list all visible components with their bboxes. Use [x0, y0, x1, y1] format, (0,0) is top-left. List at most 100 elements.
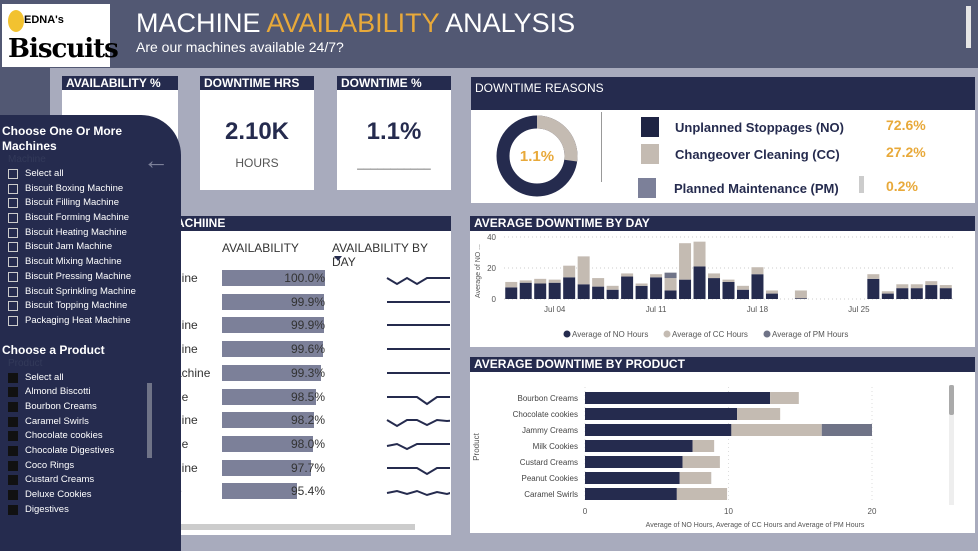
bar-segment[interactable] [770, 392, 799, 404]
machine-option[interactable]: Biscuit Heating Machine [0, 226, 181, 241]
bar-segment[interactable] [592, 278, 605, 287]
bar-segment[interactable] [794, 290, 807, 299]
bar-segment[interactable] [505, 287, 518, 299]
scrollbar-thumb[interactable] [949, 385, 954, 415]
checkbox[interactable] [8, 431, 18, 442]
checkbox[interactable] [8, 504, 18, 515]
machine-option[interactable]: Biscuit Forming Machine [0, 211, 181, 226]
bar-segment[interactable] [621, 273, 634, 277]
checkbox[interactable] [8, 257, 18, 268]
bar-segment[interactable] [585, 472, 680, 484]
bar-segment[interactable] [881, 291, 894, 294]
bar-segment[interactable] [682, 456, 720, 468]
bar-segment[interactable] [606, 289, 619, 299]
bar-segment[interactable] [867, 278, 880, 299]
bar-segment[interactable] [794, 298, 807, 299]
machine-option[interactable]: Biscuit Jam Machine [0, 240, 181, 255]
bar-segment[interactable] [896, 288, 909, 299]
bar-segment[interactable] [910, 288, 923, 299]
checkbox[interactable] [8, 416, 18, 427]
machine-option[interactable]: Biscuit Topping Machine [0, 299, 181, 314]
legend-label[interactable]: Average of NO Hours [572, 330, 648, 339]
checkbox[interactable] [8, 475, 18, 486]
checkbox[interactable] [8, 401, 18, 412]
product-option[interactable]: Deluxe Cookies [0, 488, 181, 503]
scrollbar[interactable] [966, 6, 971, 48]
bar-segment[interactable] [737, 408, 781, 420]
checkbox[interactable] [8, 446, 18, 456]
checkbox[interactable] [8, 169, 18, 179]
bar-segment[interactable] [577, 256, 590, 285]
checkbox[interactable] [8, 213, 18, 224]
bar-segment[interactable] [910, 284, 923, 289]
machine-option[interactable]: Biscuit Boxing Machine [0, 182, 181, 197]
bar-segment[interactable] [606, 285, 619, 290]
legend-label[interactable]: Average of PM Hours [772, 330, 848, 339]
product-option[interactable]: Coco Rings [0, 459, 181, 474]
bar-segment[interactable] [563, 265, 576, 278]
bar-segment[interactable] [534, 278, 547, 284]
bar-segment[interactable] [563, 277, 576, 299]
bar-segment[interactable] [585, 456, 683, 468]
bar-segment[interactable] [867, 274, 880, 279]
bar-segment[interactable] [592, 286, 605, 299]
column-header-availability[interactable]: AVAILABILITY [222, 241, 299, 255]
bar-segment[interactable] [676, 488, 728, 500]
scrollbar-track[interactable] [949, 385, 954, 505]
table-row[interactable]: hine 99.6% [50, 339, 451, 359]
bar-segment[interactable] [679, 472, 712, 484]
product-option[interactable]: Caramel Swirls [0, 415, 181, 430]
machine-option[interactable]: Biscuit Sprinkling Machine [0, 285, 181, 300]
bar-segment[interactable] [925, 285, 938, 299]
bar-segment[interactable] [585, 424, 732, 436]
bar-segment[interactable] [534, 283, 547, 300]
bar-segment[interactable] [650, 277, 663, 299]
bar-segment[interactable] [585, 408, 738, 420]
column-header-availability-by-day[interactable]: AVAILABILITY BY DAY [332, 241, 428, 269]
donut-cc-slice[interactable] [496, 115, 578, 197]
checkbox[interactable] [8, 315, 18, 326]
bar-segment[interactable] [693, 266, 706, 299]
bar-segment[interactable] [939, 285, 952, 289]
machine-option[interactable]: Packaging Heat Machine [0, 314, 181, 329]
bar-segment[interactable] [821, 424, 872, 436]
bar-segment[interactable] [548, 282, 561, 299]
checkbox[interactable] [8, 242, 18, 253]
bar-segment[interactable] [519, 282, 532, 299]
bar-segment[interactable] [635, 283, 648, 286]
bar-segment[interactable] [650, 274, 663, 278]
machine-option[interactable]: Select all [0, 167, 181, 182]
bar-segment[interactable] [664, 278, 677, 291]
bar-segment[interactable] [585, 440, 693, 452]
bar-segment[interactable] [708, 273, 721, 279]
product-option[interactable]: Chocolate cookies [0, 429, 181, 444]
bar-segment[interactable] [585, 488, 677, 500]
bar-segment[interactable] [693, 241, 706, 267]
checkbox[interactable] [8, 301, 18, 312]
product-option[interactable]: Select all [0, 371, 181, 386]
bar-segment[interactable] [765, 290, 778, 294]
bar-segment[interactable] [548, 279, 561, 283]
table-row[interactable]: achine 99.3% [50, 363, 451, 383]
bar-segment[interactable] [722, 279, 735, 282]
bar-segment[interactable] [505, 281, 518, 288]
checkbox[interactable] [8, 227, 18, 238]
bar-segment[interactable] [664, 290, 677, 299]
checkbox[interactable] [8, 271, 18, 282]
bar-segment[interactable] [621, 276, 634, 299]
horizontal-scrollbar[interactable] [175, 524, 415, 530]
checkbox[interactable] [8, 286, 18, 297]
table-row[interactable]: hine 97.7% [50, 458, 451, 478]
bar-segment[interactable] [722, 281, 735, 299]
product-option[interactable]: Chocolate Digestives [0, 444, 181, 459]
checkbox[interactable] [8, 460, 18, 471]
product-option[interactable]: Custard Creams [0, 473, 181, 488]
checkbox[interactable] [8, 387, 18, 398]
bar-segment[interactable] [881, 293, 894, 299]
bar-segment[interactable] [925, 281, 938, 286]
table-row[interactable]: hine 99.9% [50, 315, 451, 335]
bar-segment[interactable] [585, 392, 771, 404]
bar-segment[interactable] [708, 278, 721, 299]
bar-segment[interactable] [679, 243, 692, 280]
bar-segment[interactable] [939, 288, 952, 299]
